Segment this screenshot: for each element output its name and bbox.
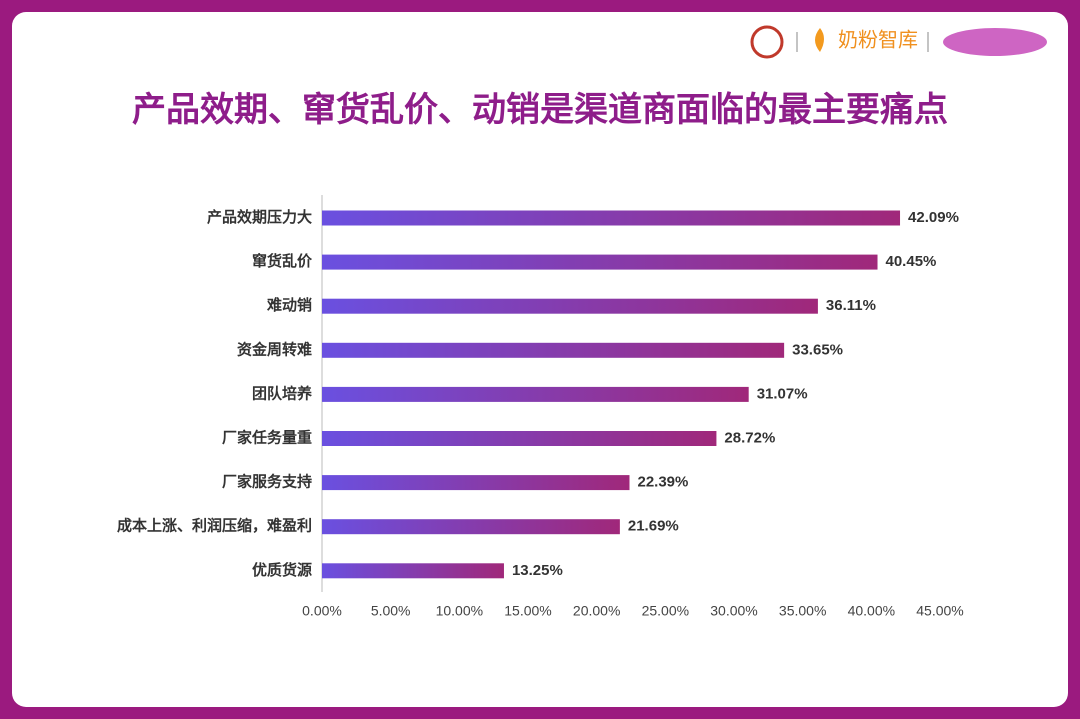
bar [322, 254, 878, 270]
bar [322, 475, 630, 491]
brand: 奶粉智库 [838, 28, 918, 51]
data-label: 31.07% [757, 385, 808, 402]
y-tick-label: 优质货源 [252, 561, 312, 579]
panel [12, 12, 1068, 707]
y-tick-label: 窜货乱价 [252, 252, 313, 270]
data-label: 22.39% [637, 474, 688, 491]
logo-icon [750, 25, 784, 59]
chart-title: 产品效期、窜货乱价、动销是渠道商面临的最主要痛点 [132, 91, 948, 129]
bar [322, 431, 717, 446]
logo-icon [943, 28, 1047, 56]
x-tick-label: 25.00% [642, 603, 689, 619]
data-label: 36.11% [826, 297, 876, 314]
x-tick-label: 10.00% [436, 603, 483, 619]
y-tick-label: 团队培养 [252, 384, 313, 402]
x-tick-label: 30.00% [710, 603, 757, 619]
x-tick-label: 5.00% [371, 603, 411, 619]
x-tick-label: 40.00% [848, 603, 895, 619]
bar [322, 386, 749, 402]
data-label: 42.09% [908, 209, 959, 226]
y-tick-label: 成本上涨、利润压缩，难盈利 [117, 517, 312, 535]
y-tick-label: 资金周转难 [237, 340, 312, 358]
x-tick-label: 35.00% [779, 603, 826, 619]
bar [322, 210, 901, 226]
y-tick-label: 厂家服务支持 [222, 473, 312, 491]
bar [322, 298, 818, 314]
bar [322, 519, 620, 535]
x-tick-label: 45.00% [916, 603, 963, 619]
y-tick-label: 难动销 [266, 296, 312, 314]
data-label: 40.45% [886, 253, 937, 270]
bar [322, 563, 504, 579]
data-label: 21.69% [628, 518, 679, 535]
data-label: 33.65% [792, 341, 843, 358]
x-tick-label: 20.00% [573, 603, 620, 619]
bar [322, 342, 785, 358]
data-label: 13.25% [512, 562, 563, 579]
x-tick-label: 15.00% [504, 603, 551, 619]
y-tick-label: 产品效期压力大 [207, 208, 312, 226]
logo-icon [815, 28, 824, 52]
data-label: 28.72% [724, 429, 775, 446]
x-tick-label: 0.00% [302, 603, 342, 619]
y-tick-label: 厂家任务量重 [222, 428, 312, 446]
